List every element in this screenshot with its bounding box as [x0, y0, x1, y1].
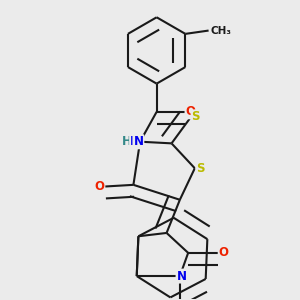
Text: S: S: [191, 110, 200, 123]
Text: N: N: [130, 135, 140, 148]
Text: O: O: [94, 180, 104, 193]
Text: O: O: [219, 246, 229, 260]
Text: N: N: [176, 270, 187, 283]
Text: CH₃: CH₃: [210, 26, 231, 36]
Text: N: N: [134, 135, 143, 148]
Text: H: H: [122, 135, 132, 148]
Text: S: S: [196, 162, 205, 175]
Text: O: O: [185, 105, 196, 118]
